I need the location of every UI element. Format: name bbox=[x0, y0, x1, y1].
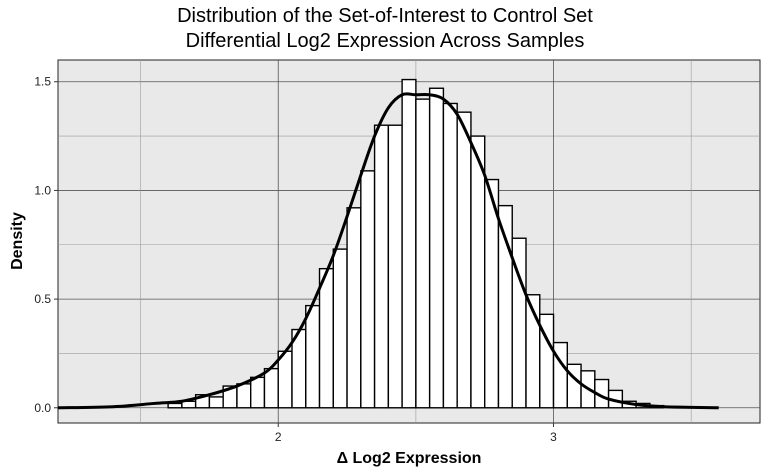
histogram-bar bbox=[208, 396, 224, 409]
x-axis-label: Δ Log2 Expression bbox=[337, 450, 482, 467]
chart-title-line1: Distribution of the Set-of-Interest to C… bbox=[177, 5, 593, 27]
y-tick-label: 1.0 bbox=[34, 183, 51, 197]
histogram-bar bbox=[442, 102, 458, 409]
x-tick-label: 3 bbox=[550, 430, 557, 444]
histogram-bar bbox=[401, 78, 417, 409]
histogram-bar bbox=[167, 402, 183, 409]
histogram-bar bbox=[387, 124, 403, 409]
y-tick-label: 0.5 bbox=[34, 292, 51, 306]
histogram-bar bbox=[470, 135, 486, 409]
histogram-bar bbox=[360, 170, 376, 409]
histogram-bar bbox=[566, 363, 582, 409]
histogram-bar bbox=[346, 207, 362, 409]
histogram-bar bbox=[415, 98, 431, 409]
histogram-bar bbox=[236, 383, 252, 409]
y-axis-ticks: 0.0 0.5 1.0 1.5 bbox=[34, 75, 58, 415]
histogram-bar bbox=[318, 267, 334, 409]
x-tick-label: 2 bbox=[275, 430, 282, 444]
y-tick-label: 0.0 bbox=[34, 401, 51, 415]
y-tick-label: 1.5 bbox=[34, 75, 51, 89]
histogram-bar bbox=[428, 87, 445, 409]
histogram-bars bbox=[167, 78, 665, 409]
histogram-bar bbox=[332, 248, 348, 409]
chart-title-line2: Differential Log2 Expression Across Samp… bbox=[185, 30, 585, 52]
histogram-bar bbox=[250, 376, 266, 409]
histogram-bar bbox=[373, 124, 390, 409]
histogram-bar bbox=[456, 111, 472, 409]
chart-title: Distribution of the Set-of-Interest to C… bbox=[0, 4, 770, 54]
histogram-bar bbox=[305, 304, 321, 409]
y-axis-label: Density bbox=[9, 212, 26, 270]
histogram-bar bbox=[263, 367, 279, 409]
density-curve bbox=[57, 92, 719, 410]
